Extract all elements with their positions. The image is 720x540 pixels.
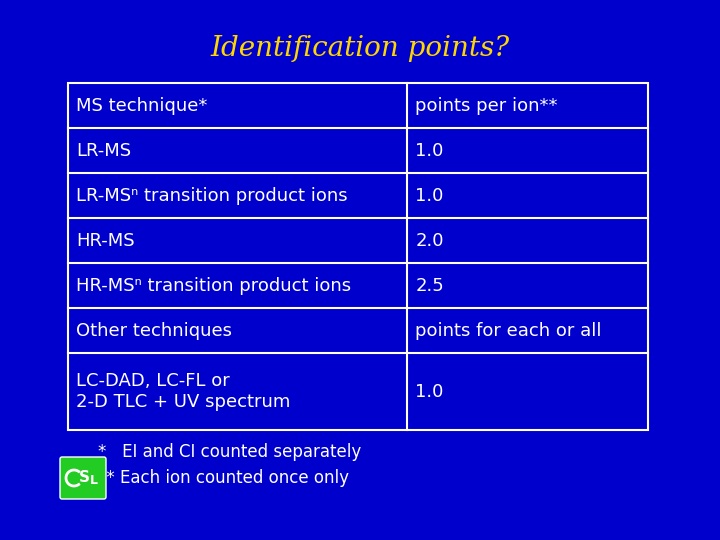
Text: 1.0: 1.0 xyxy=(415,187,444,205)
Text: LR-MS: LR-MS xyxy=(76,141,131,160)
Text: 2.0: 2.0 xyxy=(415,232,444,249)
Text: ** Each ion counted once only: ** Each ion counted once only xyxy=(98,469,349,487)
Text: 2.5: 2.5 xyxy=(415,277,444,295)
FancyBboxPatch shape xyxy=(60,457,106,499)
Text: Identification points?: Identification points? xyxy=(210,35,510,62)
Text: LC-DAD, LC-FL or
2-D TLC + UV spectrum: LC-DAD, LC-FL or 2-D TLC + UV spectrum xyxy=(76,372,290,411)
Bar xyxy=(68,83,648,430)
Text: points per ion**: points per ion** xyxy=(415,97,558,114)
Text: *   EI and CI counted separately: * EI and CI counted separately xyxy=(98,443,361,461)
Text: points for each or all: points for each or all xyxy=(415,322,602,340)
Text: MS technique*: MS technique* xyxy=(76,97,207,114)
Text: L: L xyxy=(90,474,98,487)
Text: HR-MS: HR-MS xyxy=(76,232,135,249)
Text: 1.0: 1.0 xyxy=(415,141,444,160)
Text: 1.0: 1.0 xyxy=(415,383,444,401)
Text: HR-MSⁿ transition product ions: HR-MSⁿ transition product ions xyxy=(76,277,351,295)
Text: Other techniques: Other techniques xyxy=(76,322,232,340)
Text: S: S xyxy=(78,470,89,485)
Text: LR-MSⁿ transition product ions: LR-MSⁿ transition product ions xyxy=(76,187,348,205)
